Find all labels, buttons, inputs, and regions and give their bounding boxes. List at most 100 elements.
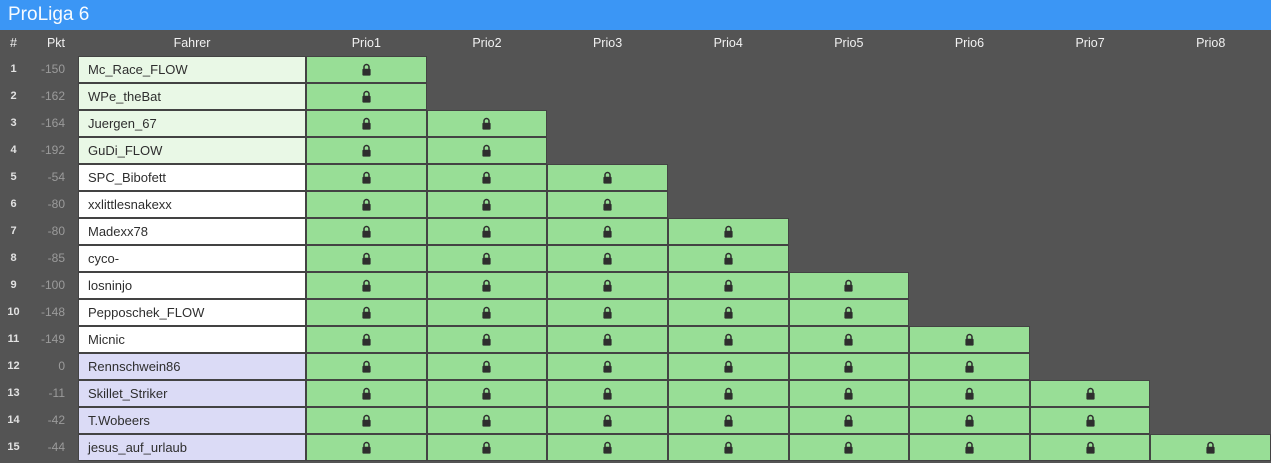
rank-cell: 4 (10, 144, 17, 156)
locked-prio-cell[interactable] (788, 380, 910, 407)
locked-prio-cell[interactable] (306, 380, 427, 407)
locked-prio-cell[interactable] (909, 434, 1030, 461)
locked-prio-cell[interactable] (667, 380, 789, 407)
driver-cell[interactable]: Skillet_Striker (78, 380, 306, 407)
locked-prio-cell[interactable] (306, 407, 427, 434)
empty-prio-cell (547, 110, 668, 137)
locked-prio-cell[interactable] (667, 218, 789, 245)
points-cell: -192 (40, 143, 65, 157)
locked-prio-cell[interactable] (547, 407, 668, 434)
locked-prio-cell[interactable] (1029, 407, 1151, 434)
locked-prio-cell[interactable] (426, 434, 548, 461)
locked-prio-cell[interactable] (426, 164, 548, 191)
locked-prio-cell[interactable] (788, 407, 910, 434)
locked-prio-cell[interactable] (306, 299, 427, 326)
locked-prio-cell[interactable] (306, 218, 427, 245)
locked-prio-cell[interactable] (306, 137, 427, 164)
locked-prio-cell[interactable] (788, 299, 910, 326)
locked-prio-cell[interactable] (788, 353, 910, 380)
locked-prio-cell[interactable] (1029, 434, 1151, 461)
locked-prio-cell[interactable] (306, 110, 427, 137)
locked-prio-cell[interactable] (426, 272, 548, 299)
locked-prio-cell[interactable] (788, 326, 910, 353)
locked-prio-cell[interactable] (547, 326, 668, 353)
lock-icon (362, 90, 371, 103)
driver-cell[interactable]: xxlittlesnakexx (78, 191, 306, 218)
locked-prio-cell[interactable] (909, 380, 1030, 407)
empty-prio-cell (909, 110, 1030, 137)
column-header-rank: # (10, 36, 17, 50)
driver-cell[interactable]: Micnic (78, 326, 306, 353)
driver-cell[interactable]: Juergen_67 (78, 110, 306, 137)
driver-cell[interactable]: Pepposchek_FLOW (78, 299, 306, 326)
locked-prio-cell[interactable] (788, 272, 910, 299)
locked-prio-cell[interactable] (306, 353, 427, 380)
locked-prio-cell[interactable] (426, 407, 548, 434)
locked-prio-cell[interactable] (667, 272, 789, 299)
lock-icon (965, 387, 974, 400)
locked-prio-cell[interactable] (909, 407, 1030, 434)
locked-prio-cell[interactable] (426, 353, 548, 380)
locked-prio-cell[interactable] (547, 434, 668, 461)
locked-prio-cell[interactable] (547, 191, 668, 218)
locked-prio-cell[interactable] (426, 299, 548, 326)
locked-prio-cell[interactable] (426, 191, 548, 218)
locked-prio-cell[interactable] (306, 56, 427, 83)
locked-prio-cell[interactable] (306, 164, 427, 191)
lock-icon (1085, 414, 1095, 427)
locked-prio-cell[interactable] (547, 218, 668, 245)
rank-cell: 1 (10, 63, 17, 75)
locked-prio-cell[interactable] (667, 245, 789, 272)
lock-icon (1085, 441, 1095, 454)
locked-prio-cell[interactable] (547, 164, 668, 191)
empty-prio-cell (1030, 137, 1151, 164)
driver-cell[interactable]: losninjo (78, 272, 306, 299)
locked-prio-cell[interactable] (426, 326, 548, 353)
locked-prio-cell[interactable] (426, 380, 548, 407)
locked-prio-cell[interactable] (306, 191, 427, 218)
driver-cell[interactable]: GuDi_FLOW (78, 137, 306, 164)
lock-icon (603, 333, 612, 346)
locked-prio-cell[interactable] (667, 299, 789, 326)
locked-prio-cell[interactable] (426, 137, 548, 164)
empty-prio-cell (668, 110, 789, 137)
driver-cell[interactable]: WPe_theBat (78, 83, 306, 110)
locked-prio-cell[interactable] (667, 434, 789, 461)
rank-cell: 10 (7, 306, 20, 318)
locked-prio-cell[interactable] (547, 380, 668, 407)
empty-prio-cell (1030, 164, 1151, 191)
points-cell: -11 (48, 386, 65, 400)
driver-cell[interactable]: T.Wobeers (78, 407, 306, 434)
driver-cell[interactable]: Rennschwein86 (78, 353, 306, 380)
lock-icon (844, 414, 853, 427)
locked-prio-cell[interactable] (788, 434, 910, 461)
locked-prio-cell[interactable] (547, 353, 668, 380)
driver-cell[interactable]: jesus_auf_urlaub (78, 434, 306, 461)
lock-icon (482, 225, 492, 238)
locked-prio-cell[interactable] (426, 218, 548, 245)
locked-prio-cell[interactable] (547, 245, 668, 272)
lock-icon (965, 333, 974, 346)
locked-prio-cell[interactable] (306, 245, 427, 272)
driver-cell[interactable]: cyco- (78, 245, 306, 272)
locked-prio-cell[interactable] (667, 407, 789, 434)
locked-prio-cell[interactable] (426, 245, 548, 272)
locked-prio-cell[interactable] (306, 83, 427, 110)
lock-icon (362, 279, 371, 292)
locked-prio-cell[interactable] (426, 110, 548, 137)
locked-prio-cell[interactable] (667, 326, 789, 353)
locked-prio-cell[interactable] (547, 299, 668, 326)
locked-prio-cell[interactable] (306, 272, 427, 299)
driver-cell[interactable]: SPC_Bibofett (78, 164, 306, 191)
driver-cell[interactable]: Madexx78 (78, 218, 306, 245)
locked-prio-cell[interactable] (306, 434, 427, 461)
locked-prio-cell[interactable] (909, 326, 1030, 353)
locked-prio-cell[interactable] (306, 326, 427, 353)
driver-cell[interactable]: Mc_Race_FLOW (78, 56, 306, 83)
locked-prio-cell[interactable] (909, 353, 1030, 380)
locked-prio-cell[interactable] (1029, 380, 1151, 407)
lock-icon (724, 252, 733, 265)
locked-prio-cell[interactable] (667, 353, 789, 380)
locked-prio-cell[interactable] (547, 272, 668, 299)
locked-prio-cell[interactable] (1150, 434, 1271, 461)
